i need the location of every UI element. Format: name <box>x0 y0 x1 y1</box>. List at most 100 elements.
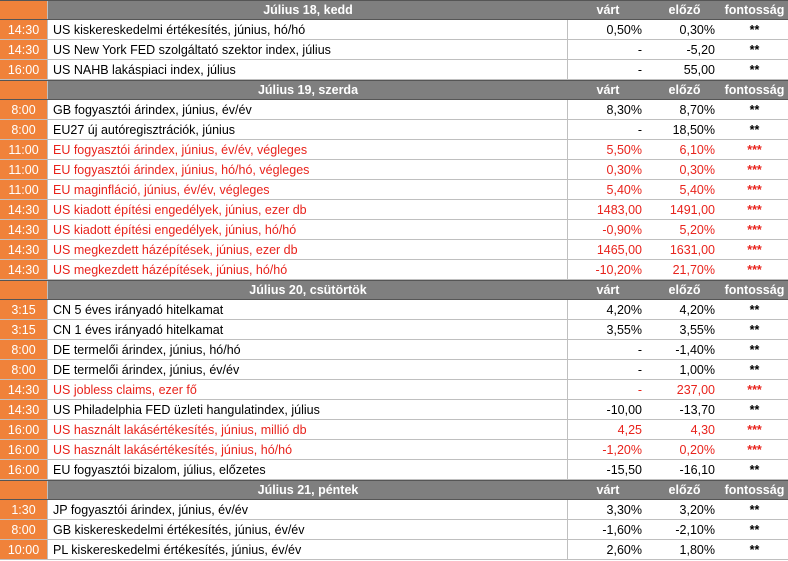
event-expected: - <box>637 42 642 57</box>
event-previous: -1,40% <box>675 342 715 357</box>
event-previous: 1491,00 <box>669 202 715 217</box>
event-row: 8:00 GB fogyasztói árindex, június, év/év… <box>0 100 788 120</box>
event-importance: ** <box>749 302 760 317</box>
event-name: EU27 új autóregisztrációk, június <box>48 120 568 139</box>
event-expected: -10,20% <box>595 262 642 277</box>
event-row: 14:30 US jobless claims, ezer fő - 237,00 **… <box>0 380 788 400</box>
event-previous: -2,10% <box>675 522 715 537</box>
event-importance: ** <box>749 122 760 137</box>
event-name: EU fogyasztói árindex, június, hó/hó, vé… <box>48 160 568 179</box>
event-importance: *** <box>747 242 762 257</box>
event-expected: - <box>637 342 642 357</box>
event-name: EU fogyasztói árindex, június, év/év, vé… <box>48 140 568 159</box>
event-time: 8:00 <box>0 360 48 379</box>
event-time: 14:30 <box>0 240 48 259</box>
event-name: GB kiskereskedelmi értékesítés, június, … <box>48 520 568 539</box>
event-expected: 3,30% <box>606 502 642 517</box>
event-row: 14:30 US megkezdett házépítések, június, … <box>0 260 788 280</box>
event-name: US New York FED szolgáltató szektor inde… <box>48 40 568 59</box>
event-row: 3:15 CN 1 éves irányadó hitelkamat 3,55% 3,… <box>0 320 788 340</box>
event-row: 16:00 US használt lakásértékesítés, júniu… <box>0 420 788 440</box>
event-name: US megkezdett házépítések, június, hó/hó <box>48 260 568 279</box>
event-importance: *** <box>747 382 762 397</box>
day-title: Július 21, péntek <box>257 483 359 497</box>
event-expected: 0,50% <box>606 22 642 37</box>
day-header: Július 19, szerda várt előző fontosság <box>0 80 788 100</box>
event-expected: 8,30% <box>606 102 642 117</box>
event-importance: *** <box>747 162 762 177</box>
event-importance: ** <box>749 42 760 57</box>
event-previous: 1,00% <box>679 362 715 377</box>
event-name: JP fogyasztói árindex, június, év/év <box>48 500 568 519</box>
event-time: 14:30 <box>0 20 48 39</box>
event-time: 11:00 <box>0 160 48 179</box>
event-time: 3:15 <box>0 300 48 319</box>
event-time: 16:00 <box>0 420 48 439</box>
event-expected: -15,50 <box>606 462 642 477</box>
event-row: 11:00 EU fogyasztói árindex, június, hó/h… <box>0 160 788 180</box>
column-header-importance: fontosság <box>724 283 785 297</box>
event-importance: *** <box>747 262 762 277</box>
event-previous: 21,70% <box>672 262 715 277</box>
event-importance: ** <box>749 402 760 417</box>
event-expected: 0,30% <box>606 162 642 177</box>
event-importance: ** <box>749 342 760 357</box>
event-previous: 55,00 <box>683 62 715 77</box>
event-row: 11:00 EU maginfláció, június, év/év, végl… <box>0 180 788 200</box>
event-previous: 0,30% <box>679 162 715 177</box>
event-name: US használt lakásértékesítés, június, hó… <box>48 440 568 459</box>
event-name: EU fogyasztói bizalom, július, előzetes <box>48 460 568 479</box>
event-row: 16:00 US használt lakásértékesítés, júniu… <box>0 440 788 460</box>
event-name: DE termelői árindex, június, hó/hó <box>48 340 568 359</box>
event-expected: 4,25 <box>617 422 642 437</box>
event-expected: -1,60% <box>602 522 642 537</box>
event-name: CN 5 éves irányadó hitelkamat <box>48 300 568 319</box>
event-row: 16:00 US NAHB lakáspiaci index, július - 55… <box>0 60 788 80</box>
event-previous: 0,30% <box>679 22 715 37</box>
event-row: 14:30 US megkezdett házépítések, június, … <box>0 240 788 260</box>
event-previous: 6,10% <box>679 142 715 157</box>
day-header: Július 20, csütörtök várt előző fontosság <box>0 280 788 300</box>
event-expected: -1,20% <box>602 442 642 457</box>
event-name: US kiadott építési engedélyek, június, e… <box>48 200 568 219</box>
event-previous: 5,40% <box>679 182 715 197</box>
event-time: 14:30 <box>0 260 48 279</box>
event-row: 14:30 US kiadott építési engedélyek, júni… <box>0 200 788 220</box>
event-time: 8:00 <box>0 120 48 139</box>
event-time: 14:30 <box>0 40 48 59</box>
event-expected: 1483,00 <box>596 202 642 217</box>
event-importance: *** <box>747 442 762 457</box>
event-row: 1:30 JP fogyasztói árindex, június, év/év… <box>0 500 788 520</box>
day-header: Július 21, péntek várt előző fontosság <box>0 480 788 500</box>
event-name: PL kiskereskedelmi értékesítés, június, … <box>48 540 568 559</box>
column-header-previous: előző <box>668 483 701 497</box>
event-row: 10:00 PL kiskereskedelmi értékesítés, jún… <box>0 540 788 560</box>
event-time: 14:30 <box>0 200 48 219</box>
event-name: US NAHB lakáspiaci index, július <box>48 60 568 79</box>
event-expected: 5,40% <box>606 182 642 197</box>
event-importance: *** <box>747 182 762 197</box>
event-row: 11:00 EU fogyasztói árindex, június, év/é… <box>0 140 788 160</box>
event-expected: - <box>637 362 642 377</box>
event-importance: *** <box>747 202 762 217</box>
event-previous: -5,20 <box>686 42 716 57</box>
event-expected: -10,00 <box>606 402 642 417</box>
event-name: CN 1 éves irányadó hitelkamat <box>48 320 568 339</box>
event-previous: 4,30 <box>690 422 715 437</box>
event-importance: *** <box>747 422 762 437</box>
event-time: 8:00 <box>0 100 48 119</box>
event-name: US jobless claims, ezer fő <box>48 380 568 399</box>
event-name: US kiadott építési engedélyek, június, h… <box>48 220 568 239</box>
column-header-previous: előző <box>668 83 701 97</box>
event-expected: -0,90% <box>602 222 642 237</box>
column-header-previous: előző <box>668 283 701 297</box>
day-header-time-spacer <box>0 481 48 499</box>
event-row: 8:00 GB kiskereskedelmi értékesítés, júni… <box>0 520 788 540</box>
event-previous: 0,20% <box>679 442 715 457</box>
event-importance: *** <box>747 142 762 157</box>
event-previous: -16,10 <box>679 462 715 477</box>
event-name: GB fogyasztói árindex, június, év/év <box>48 100 568 119</box>
event-importance: *** <box>747 222 762 237</box>
event-name: DE termelői árindex, június, év/év <box>48 360 568 379</box>
event-previous: 4,20% <box>679 302 715 317</box>
